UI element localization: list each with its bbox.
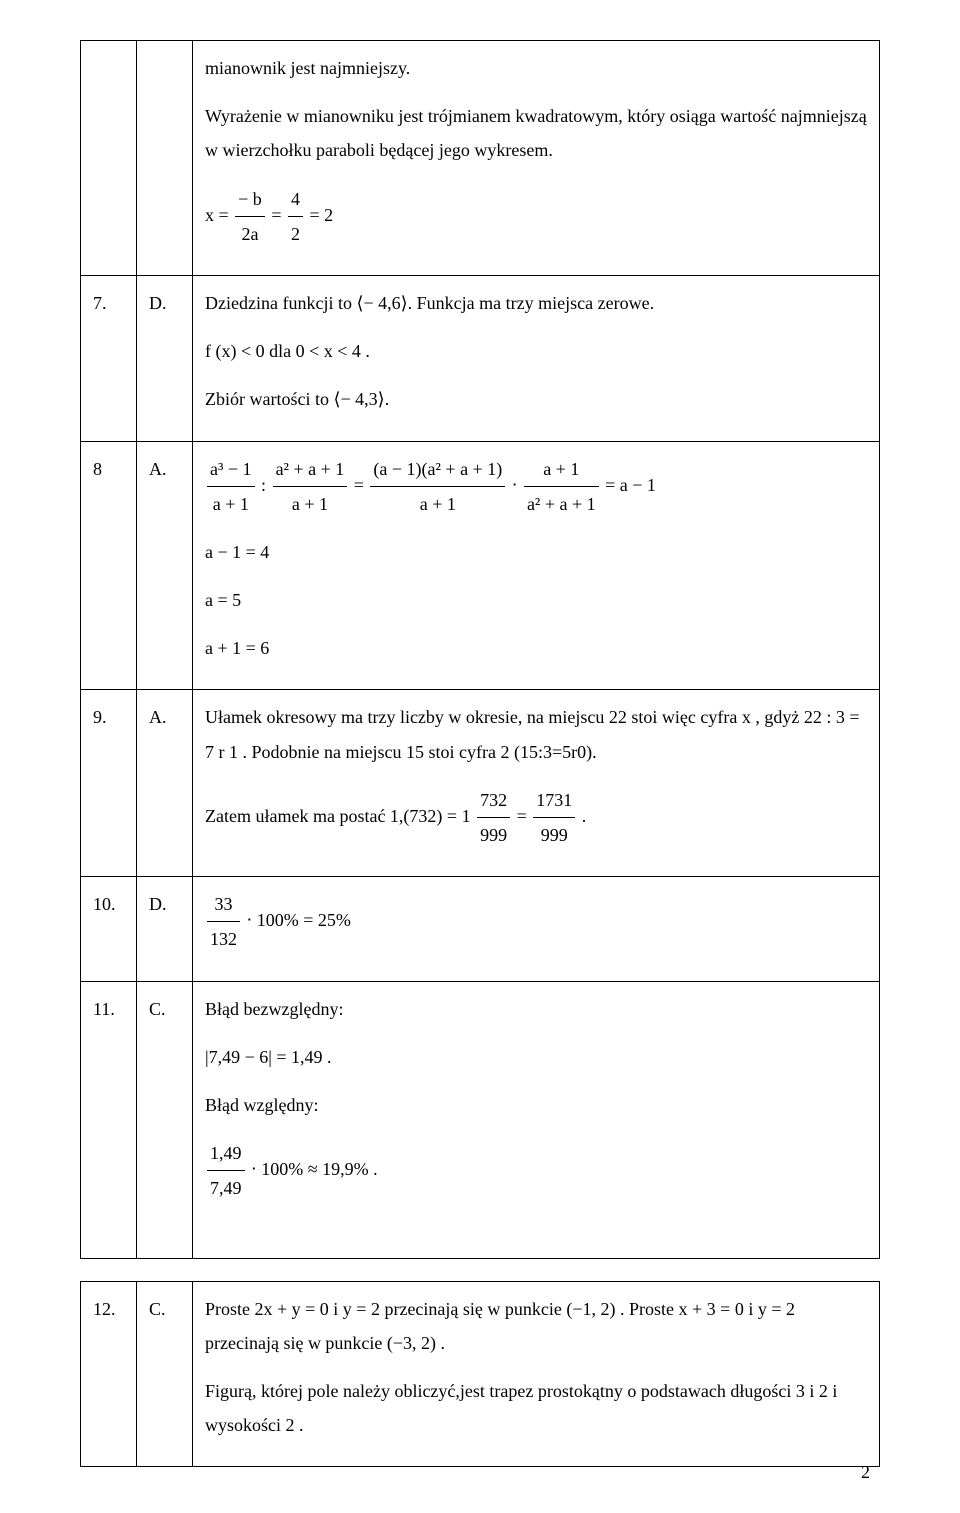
cell-body: Proste 2x + y = 0 i y = 2 przecinają się…	[193, 1281, 880, 1467]
cell-body: Błąd bezwzględny: 7,49 − 6 = 1,49 . Błąd…	[193, 981, 880, 1258]
paragraph: Zbiór wartości to − 4,3.	[205, 382, 867, 416]
equation: f (x) < 0 dla 0 < x < 4 .	[205, 334, 867, 368]
cell-ans: D.	[137, 275, 193, 441]
table-row: 9. A. Ułamek okresowy ma trzy liczby w o…	[81, 690, 880, 877]
table-top: mianownik jest najmniejszy. Wyrażenie w …	[80, 40, 880, 1259]
cell-ans	[137, 41, 193, 276]
equation: a³ − 1a + 1 : a² + a + 1a + 1 = (a − 1)(…	[205, 452, 867, 521]
paragraph: Proste 2x + y = 0 i y = 2 przecinają się…	[205, 1292, 867, 1360]
cell-ans: C.	[137, 981, 193, 1258]
equation: a = 5	[205, 583, 867, 617]
equation: x = − b2a = 42 = 2	[205, 182, 867, 251]
table-row: mianownik jest najmniejszy. Wyrażenie w …	[81, 41, 880, 276]
paragraph: Dziedzina funkcji to − 4,6. Funkcja ma t…	[205, 286, 867, 320]
equation: 7,49 − 6 = 1,49 .	[205, 1040, 867, 1074]
table-row: 7. D. Dziedzina funkcji to − 4,6. Funkcj…	[81, 275, 880, 441]
cell-body: 33132 ⋅ 100% = 25%	[193, 877, 880, 981]
table-row: 10. D. 33132 ⋅ 100% = 25%	[81, 877, 880, 981]
cell-ans: C.	[137, 1281, 193, 1467]
equation: 33132 ⋅ 100% = 25%	[205, 887, 867, 956]
page: mianownik jest najmniejszy. Wyrażenie w …	[0, 0, 960, 1513]
paragraph: Ułamek okresowy ma trzy liczby w okresie…	[205, 700, 867, 768]
cell-body: mianownik jest najmniejszy. Wyrażenie w …	[193, 41, 880, 276]
paragraph: Błąd bezwzględny:	[205, 992, 867, 1026]
cell-body: Dziedzina funkcji to − 4,6. Funkcja ma t…	[193, 275, 880, 441]
cell-num: 7.	[81, 275, 137, 441]
cell-num	[81, 41, 137, 276]
table-row: 11. C. Błąd bezwzględny: 7,49 − 6 = 1,49…	[81, 981, 880, 1258]
cell-ans: D.	[137, 877, 193, 981]
table-row: 12. C. Proste 2x + y = 0 i y = 2 przecin…	[81, 1281, 880, 1467]
equation: 1,497,49 ⋅ 100% ≈ 19,9% .	[205, 1136, 867, 1205]
cell-num: 8	[81, 441, 137, 690]
cell-ans: A.	[137, 441, 193, 690]
cell-num: 12.	[81, 1281, 137, 1467]
cell-num: 9.	[81, 690, 137, 877]
equation: a + 1 = 6	[205, 631, 867, 665]
equation: Zatem ułamek ma postać 1,(732) = 1 73299…	[205, 783, 867, 852]
table-bottom: 12. C. Proste 2x + y = 0 i y = 2 przecin…	[80, 1281, 880, 1468]
page-number: 2	[861, 1462, 870, 1483]
cell-ans: A.	[137, 690, 193, 877]
cell-num: 11.	[81, 981, 137, 1258]
paragraph: Wyrażenie w mianowniku jest trójmianem k…	[205, 99, 867, 167]
cell-num: 10.	[81, 877, 137, 981]
paragraph: mianownik jest najmniejszy.	[205, 51, 867, 85]
cell-body: Ułamek okresowy ma trzy liczby w okresie…	[193, 690, 880, 877]
table-row: 8 A. a³ − 1a + 1 : a² + a + 1a + 1 = (a …	[81, 441, 880, 690]
equation: a − 1 = 4	[205, 535, 867, 569]
cell-body: a³ − 1a + 1 : a² + a + 1a + 1 = (a − 1)(…	[193, 441, 880, 690]
paragraph: Figurą, której pole należy obliczyć,jest…	[205, 1374, 867, 1442]
paragraph: Błąd względny:	[205, 1088, 867, 1122]
